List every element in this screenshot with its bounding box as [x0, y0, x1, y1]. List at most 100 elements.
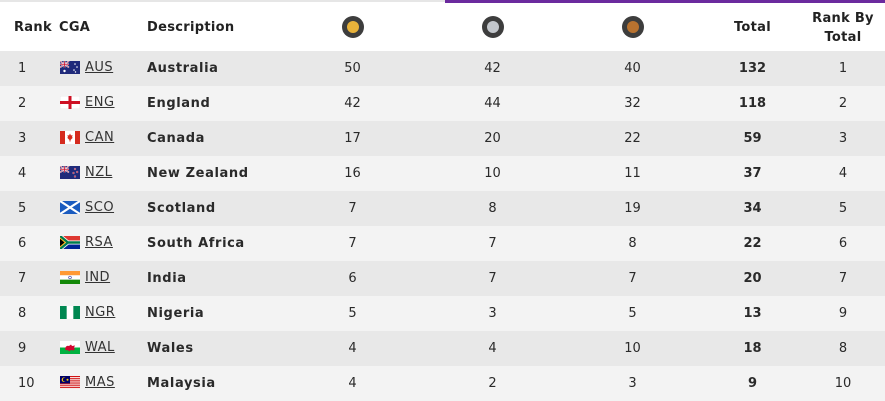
- cell-rank: 2: [18, 96, 27, 111]
- table-row[interactable]: 2 ENG England 42 44 32 118 2: [0, 86, 885, 121]
- cell-rank: 6: [18, 236, 27, 251]
- cga-code-link[interactable]: NGR: [85, 304, 116, 320]
- gold-medal-icon: [341, 16, 364, 38]
- cell-silver: 7: [488, 271, 497, 286]
- medal-table: Rank CGA Description Total Rank By Total …: [0, 3, 885, 401]
- cell-total: 13: [743, 306, 762, 321]
- cell-silver: 44: [484, 96, 501, 111]
- cell-bronze: 11: [624, 166, 641, 181]
- cell-total: 18: [743, 341, 762, 356]
- cell-cga: SCO: [47, 191, 141, 226]
- cell-gold: 4: [348, 341, 357, 356]
- cga-code-link[interactable]: ENG: [85, 94, 115, 110]
- table-body: 1 AUS Australia 50 42 40 132 1 2 ENG England 42 44 32…: [0, 51, 885, 401]
- cell-silver: 2: [488, 376, 497, 391]
- cell-rank: 1: [18, 61, 27, 76]
- cell-description: Nigeria: [147, 306, 205, 321]
- cell-rank-by-total: 6: [838, 236, 848, 251]
- cell-bronze: 5: [628, 306, 637, 321]
- cell-rank: 7: [18, 271, 27, 286]
- cga-code-link[interactable]: AUS: [85, 59, 114, 75]
- cell-description: Canada: [147, 131, 206, 146]
- cga-link-wrap: NGR: [53, 305, 115, 320]
- cga-link-wrap: NZL: [53, 165, 112, 180]
- nigeria-flag-icon: [60, 305, 80, 319]
- cga-code-link[interactable]: NZL: [85, 164, 113, 180]
- header-bronze[interactable]: [561, 3, 704, 51]
- table-row[interactable]: 9 WAL Wales 4 4 10 18 8: [0, 331, 885, 366]
- header-gold[interactable]: [281, 3, 424, 51]
- cell-rank-by-total: 7: [838, 271, 848, 286]
- cell-rank-by-total: 1: [838, 61, 848, 76]
- cell-bronze: 40: [624, 61, 641, 76]
- cell-gold: 16: [344, 166, 361, 181]
- cell-description: India: [147, 271, 187, 286]
- cell-description: Australia: [147, 61, 219, 76]
- cell-gold: 4: [348, 376, 357, 391]
- cell-rank: 5: [18, 201, 27, 216]
- cell-rank-by-total: 2: [838, 96, 848, 111]
- top-accent-line-purple: [445, 0, 885, 3]
- cell-rank-by-total: 8: [838, 341, 848, 356]
- table-row[interactable]: 4 NZL New Zealand 16 10 11 37 4: [0, 156, 885, 191]
- cell-bronze: 3: [628, 376, 637, 391]
- scotland-flag-icon: [60, 200, 80, 214]
- malaysia-flag-icon: [60, 375, 80, 389]
- cga-link-wrap: AUS: [53, 60, 113, 75]
- cell-silver: 10: [484, 166, 501, 181]
- cga-link-wrap: WAL: [53, 340, 115, 355]
- cell-description: Wales: [147, 341, 194, 356]
- cga-code-link[interactable]: IND: [85, 269, 111, 285]
- cell-cga: ENG: [47, 86, 141, 121]
- cga-code-link[interactable]: WAL: [85, 339, 115, 355]
- cell-total: 22: [743, 236, 762, 251]
- header-cga[interactable]: CGA: [59, 19, 91, 35]
- cell-gold: 6: [348, 271, 357, 286]
- cell-rank: 4: [18, 166, 27, 181]
- table-row[interactable]: 8 NGR Nigeria 5 3 5 13 9: [0, 296, 885, 331]
- cell-description: England: [147, 96, 211, 111]
- cell-silver: 3: [488, 306, 497, 321]
- table-row[interactable]: 5 SCO Scotland 7 8 19 34 5: [0, 191, 885, 226]
- cell-cga: AUS: [47, 51, 141, 86]
- top-accent-line: [0, 0, 885, 3]
- south-africa-flag-icon: [60, 235, 80, 249]
- cell-rank: 10: [18, 376, 35, 391]
- wales-flag-icon: [60, 340, 80, 354]
- cell-total: 34: [743, 201, 762, 216]
- cell-description: Malaysia: [147, 376, 216, 391]
- header-total[interactable]: Total: [733, 19, 771, 35]
- cell-bronze: 22: [624, 131, 641, 146]
- cell-cga: MAS: [47, 366, 141, 401]
- top-accent-line-grey: [0, 0, 445, 2]
- cell-gold: 5: [348, 306, 357, 321]
- cell-cga: CAN: [47, 121, 141, 156]
- cga-code-link[interactable]: MAS: [85, 374, 115, 390]
- header-silver[interactable]: [424, 3, 561, 51]
- cell-rank-by-total: 4: [838, 166, 848, 181]
- cga-code-link[interactable]: SCO: [85, 199, 115, 215]
- cell-gold: 42: [344, 96, 361, 111]
- cell-rank: 3: [18, 131, 27, 146]
- cell-rank: 8: [18, 306, 27, 321]
- cga-link-wrap: IND: [53, 270, 110, 285]
- cell-bronze: 32: [624, 96, 641, 111]
- table-row[interactable]: 7 IND India 6 7 7 20 7: [0, 261, 885, 296]
- table-row[interactable]: 1 AUS Australia 50 42 40 132 1: [0, 51, 885, 86]
- cell-total: 20: [743, 271, 762, 286]
- header-rank-by-total[interactable]: Rank By Total: [801, 3, 885, 51]
- cga-code-link[interactable]: CAN: [85, 129, 115, 145]
- cell-total: 118: [738, 96, 767, 111]
- header-rank-by-total-line2: Total: [824, 30, 862, 45]
- header-rank[interactable]: Rank: [14, 19, 52, 35]
- header-description[interactable]: Description: [147, 19, 235, 35]
- cell-description: New Zealand: [147, 166, 249, 181]
- table-header: Rank CGA Description Total Rank By Total: [0, 3, 885, 51]
- table-row[interactable]: 3 CAN Canada 17 20 22 59 3: [0, 121, 885, 156]
- cell-silver: 7: [488, 236, 497, 251]
- cell-rank: 9: [18, 341, 27, 356]
- table-row[interactable]: 6 RSA South Africa 7 7 8 22 6: [0, 226, 885, 261]
- england-flag-icon: [60, 95, 80, 109]
- cga-code-link[interactable]: RSA: [85, 234, 113, 250]
- table-row[interactable]: 10 MAS Malaysia 4 2 3 9 10: [0, 366, 885, 401]
